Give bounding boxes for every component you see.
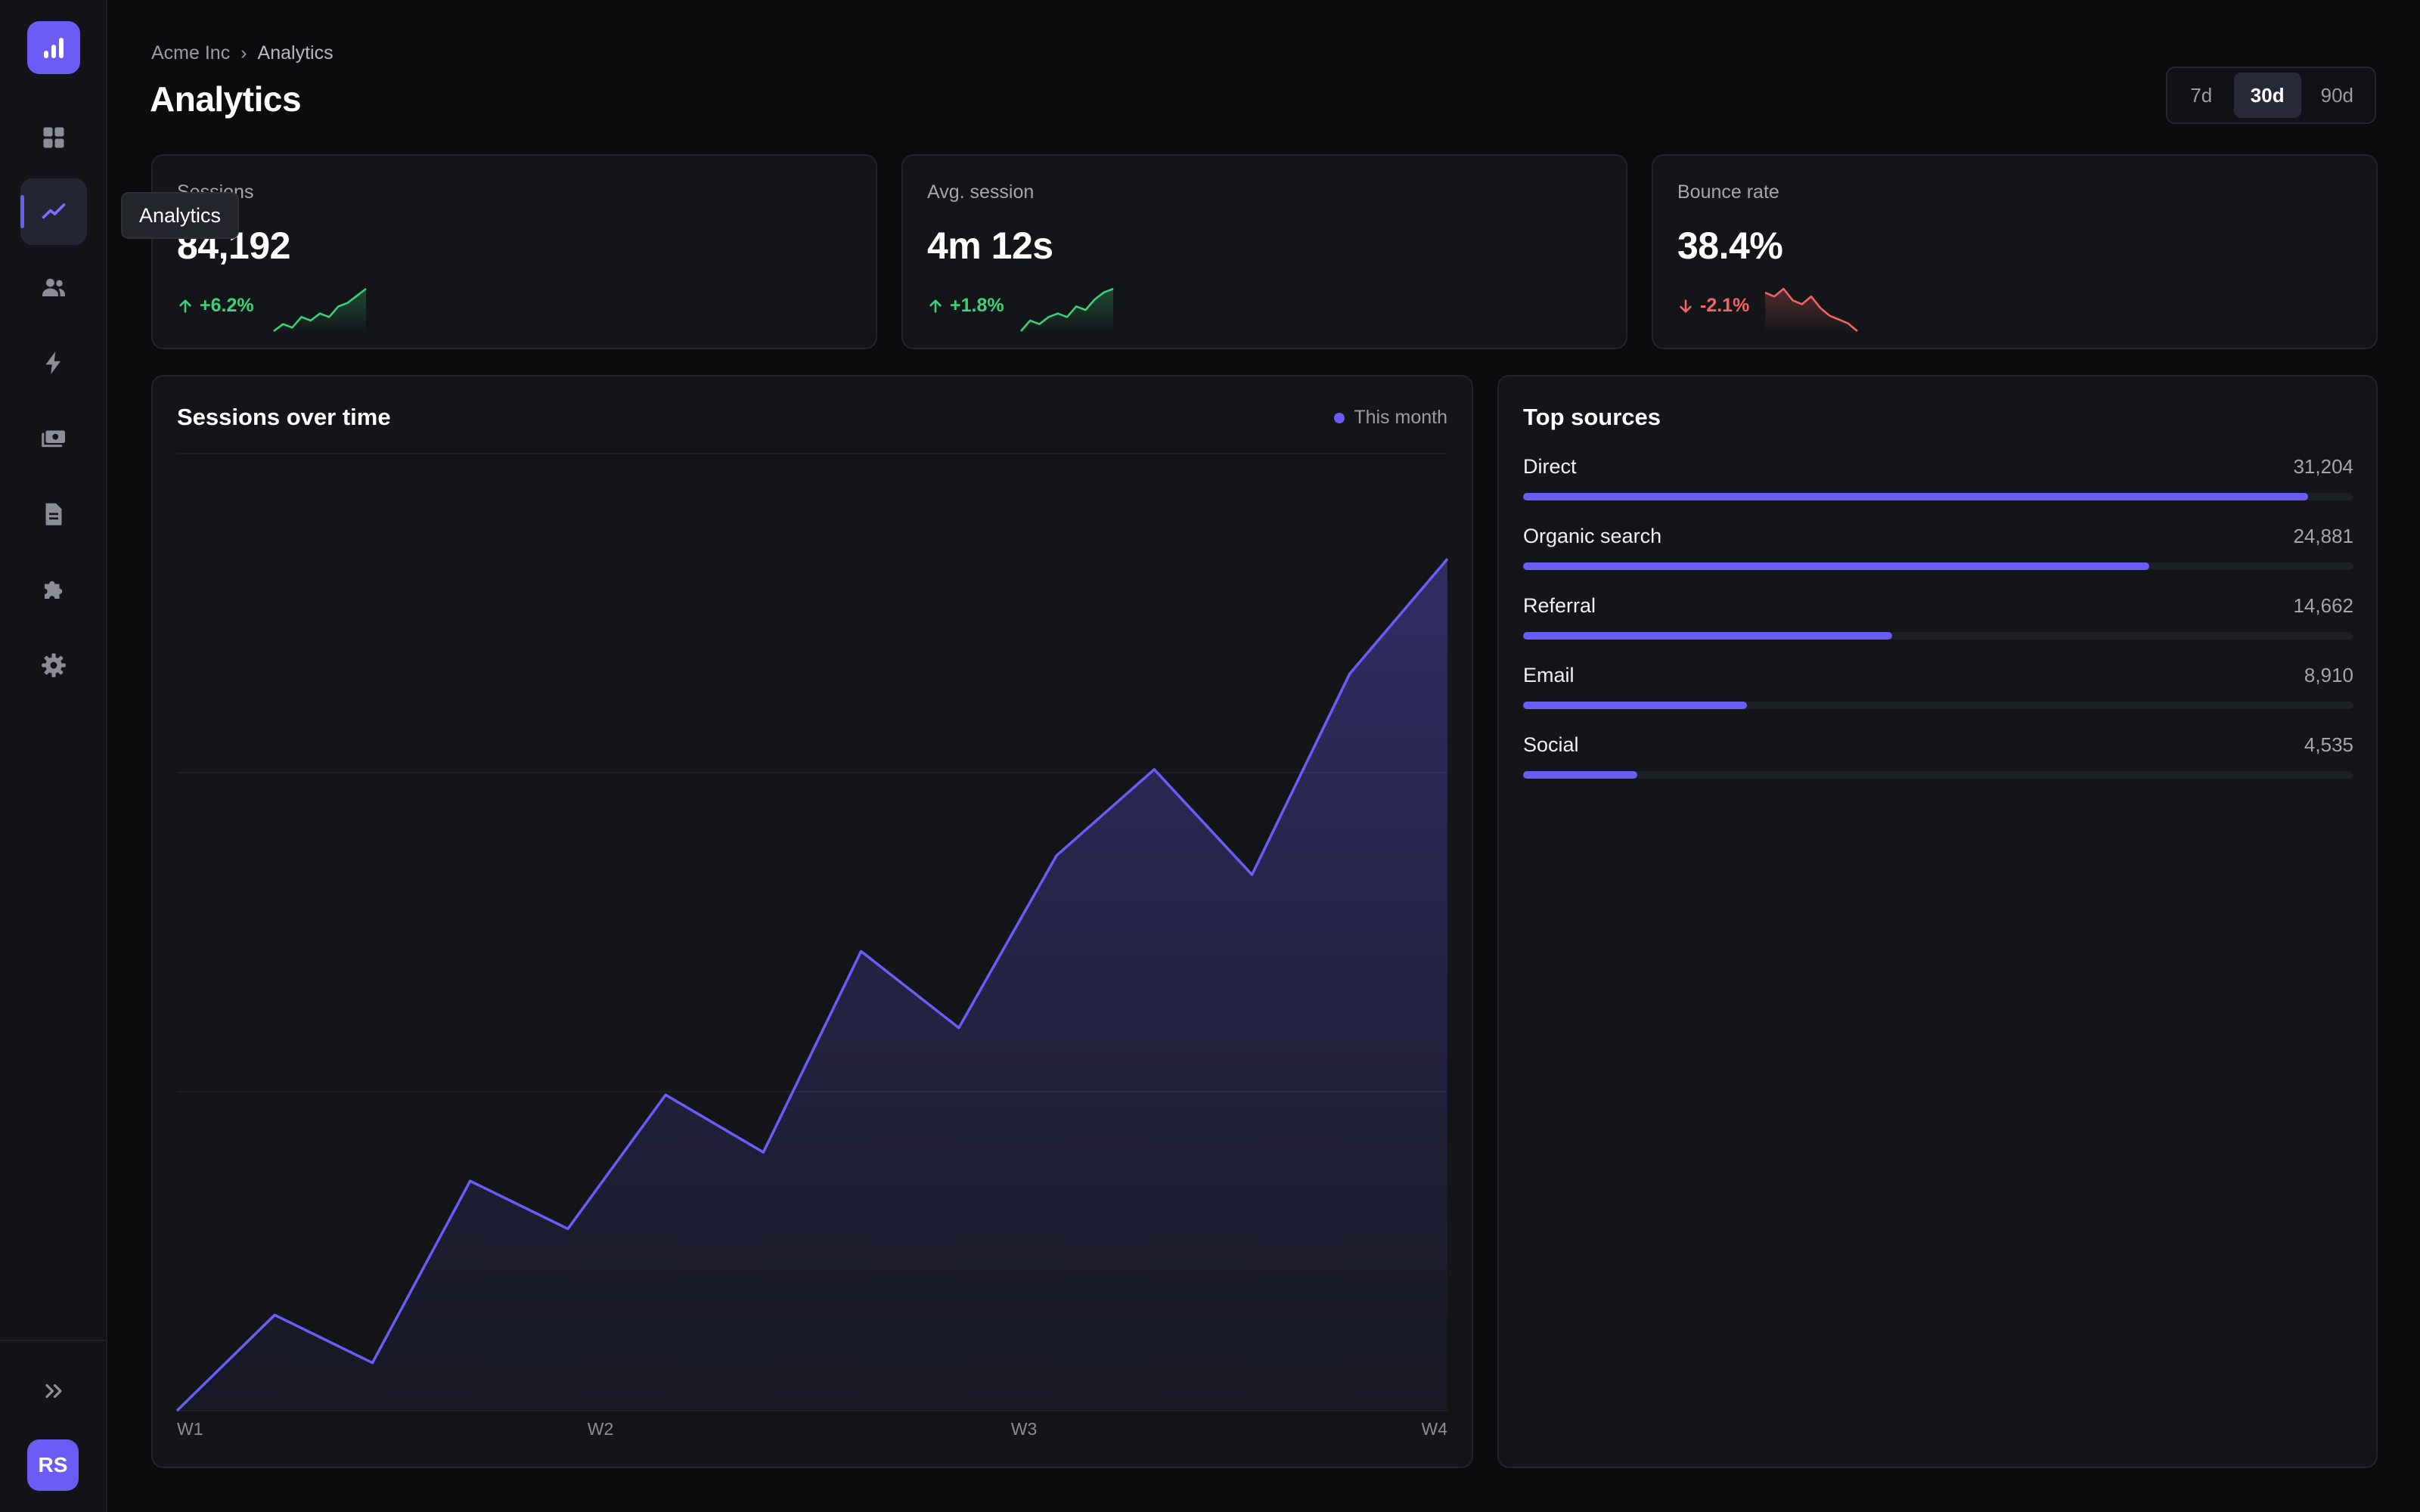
puzzle-icon — [45, 581, 63, 599]
kpi-delta-value: +6.2% — [200, 295, 254, 316]
kpi-delta-value: +1.8% — [950, 295, 1004, 316]
chart-title: Sessions over time — [177, 404, 391, 430]
kpi-value: 4m 12s — [927, 225, 1053, 267]
source-bar-track — [1523, 493, 2353, 500]
sidebar-item-analytics[interactable] — [20, 178, 87, 245]
source-count: 14,662 — [2293, 594, 2353, 617]
lightning-icon — [45, 352, 60, 374]
kpi-sparkline — [273, 287, 367, 334]
sidebar-item-documents[interactable] — [20, 481, 87, 547]
source-bar-track — [1523, 632, 2353, 640]
trend-line-icon — [42, 203, 66, 219]
sessions-area-chart: W1 W2 W3 W4 — [175, 453, 1449, 1439]
sidebar-item-activity[interactable] — [20, 330, 87, 396]
arrow-up-icon — [929, 299, 942, 313]
range-option-90d[interactable]: 90d — [2320, 83, 2353, 107]
legend-label: This month — [1354, 407, 1447, 428]
sparkline-area — [1765, 289, 1857, 334]
source-bar-fill — [1523, 493, 2309, 500]
arrow-up-icon — [179, 299, 191, 313]
kpi-sparkline — [1764, 287, 1858, 334]
source-name: Referral — [1523, 594, 1596, 617]
document-icon — [45, 503, 62, 525]
user-avatar[interactable]: RS — [27, 1439, 79, 1491]
kpi-delta: -2.1% — [1677, 295, 1749, 317]
x-tick-label: W2 — [588, 1419, 614, 1439]
source-count: 8,910 — [2304, 664, 2353, 686]
kpi-card-bounce-rate: Bounce rate 38.4% -2.1% — [1652, 154, 2378, 349]
money-icon — [42, 430, 65, 448]
gear-icon — [42, 653, 66, 677]
source-name: Direct — [1523, 455, 1577, 478]
source-count: 24,881 — [2293, 525, 2353, 547]
top-sources-card: Top sources Direct 31,204 Organic search 24… — [1497, 375, 2378, 1468]
sparkline-line — [273, 287, 367, 333]
arrow-down-icon — [1680, 299, 1692, 313]
source-row[interactable]: Direct 31,204 — [1523, 455, 2353, 508]
expand-sidebar-button[interactable] — [20, 1358, 87, 1424]
sparkline-area — [1021, 289, 1113, 334]
source-count: 31,204 — [2293, 455, 2353, 478]
sidebar-divider — [0, 1340, 106, 1341]
chart-series-line — [175, 558, 1449, 1412]
kpi-card-avg-session: Avg. session 4m 12s +1.8% — [901, 154, 1627, 349]
source-bar-track — [1523, 771, 2353, 779]
kpi-value: 38.4% — [1677, 225, 1783, 267]
sidebar-item-billing[interactable] — [20, 405, 87, 472]
source-bar-track — [1523, 702, 2353, 709]
sparkline-line — [1020, 287, 1114, 332]
sidebar: RS — [0, 0, 107, 1512]
source-count: 4,535 — [2304, 733, 2353, 756]
source-bar-fill — [1523, 632, 1892, 640]
kpi-delta: +1.8% — [927, 295, 1004, 317]
source-bar-fill — [1523, 702, 1748, 709]
page-title: Analytics — [150, 79, 302, 119]
kpi-delta-value: -2.1% — [1700, 295, 1750, 316]
breadcrumb-current: Analytics — [257, 42, 334, 64]
x-tick-label: W4 — [1422, 1419, 1448, 1439]
sessions-chart-card: W1 W2 W3 W4 Sessions over time This month — [151, 375, 1473, 1468]
grid-icon — [43, 127, 64, 148]
source-name: Email — [1523, 664, 1575, 686]
users-icon — [42, 278, 65, 296]
source-bar-fill — [1523, 562, 2149, 570]
source-bar-track — [1523, 562, 2353, 570]
kpi-label: Avg. session — [927, 181, 1035, 203]
sparkline-area — [274, 289, 366, 334]
legend-dot — [1334, 412, 1345, 423]
kpi-card-sessions: Sessions 84,192 +6.2% — [151, 154, 877, 349]
sidebar-item-integrations[interactable] — [20, 556, 87, 623]
breadcrumb-org[interactable]: Acme Inc — [151, 42, 231, 64]
sidebar-item-users[interactable] — [20, 254, 87, 321]
nav-tooltip: Analytics — [121, 192, 240, 239]
kpi-delta: +6.2% — [177, 295, 254, 317]
source-row[interactable]: Organic search 24,881 — [1523, 525, 2353, 578]
range-option-30d[interactable]: 30d — [2233, 73, 2301, 118]
kpi-sparkline — [1020, 287, 1114, 334]
sidebar-item-settings[interactable] — [20, 632, 87, 699]
source-name: Social — [1523, 733, 1579, 756]
x-tick-label: W3 — [1011, 1419, 1038, 1439]
source-row[interactable]: Social 4,535 — [1523, 733, 2353, 786]
bar-chart-logo-icon — [44, 38, 64, 58]
chart-legend: This month — [1334, 407, 1447, 429]
double-chevron-right-icon — [45, 1383, 62, 1399]
range-option-7d[interactable]: 7d — [2190, 83, 2213, 107]
breadcrumb-separator: › — [240, 42, 247, 64]
source-row[interactable]: Referral 14,662 — [1523, 594, 2353, 647]
sources-title: Top sources — [1523, 404, 1661, 430]
breadcrumb: Acme Inc › Analytics — [151, 42, 334, 64]
source-bar-fill — [1523, 771, 1637, 779]
date-range-selector: 7d 30d 90d — [2165, 67, 2376, 124]
source-row[interactable]: Email 8,910 — [1523, 664, 2353, 717]
app-logo[interactable] — [27, 21, 80, 74]
sparkline-line — [1764, 287, 1858, 332]
source-name: Organic search — [1523, 525, 1662, 547]
chart-area-fill — [177, 559, 1447, 1411]
x-tick-label: W1 — [177, 1419, 203, 1439]
kpi-label: Bounce rate — [1677, 181, 1779, 203]
sidebar-item-dashboard[interactable] — [20, 104, 87, 171]
